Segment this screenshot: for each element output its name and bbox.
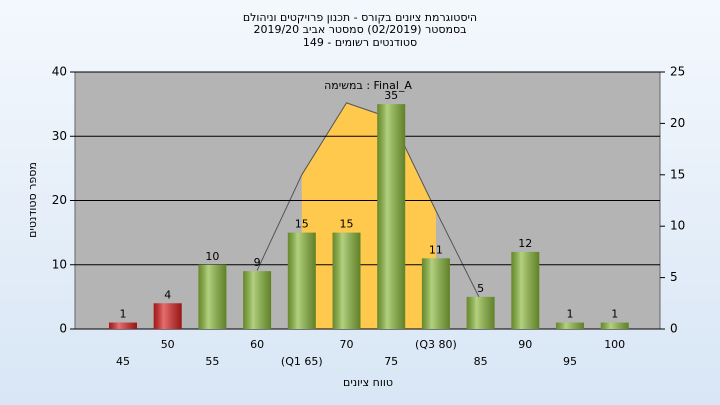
y2-tick-label: 25: [670, 65, 685, 79]
y-axis-label: מספר סטודנטים: [26, 162, 39, 238]
bar-shade: [600, 322, 629, 329]
bar-shade: [377, 104, 406, 329]
x-tick-label: 75: [384, 355, 398, 368]
bar-shade: [332, 232, 361, 329]
x-tick-label: 100: [604, 338, 625, 351]
x-tick-label: 60: [250, 338, 264, 351]
value-label: 1: [611, 308, 618, 321]
bar-shade: [109, 322, 137, 329]
x-tick-label: (Q1 65): [281, 355, 323, 368]
value-label: 5: [477, 282, 484, 295]
annotation: במשימה : Final_A: [324, 79, 412, 92]
value-label: 4: [164, 288, 171, 301]
x-tick-label: 95: [563, 355, 577, 368]
value-label: 9: [254, 256, 261, 269]
value-label: 1: [567, 308, 574, 321]
x-tick-label: 90: [518, 338, 532, 351]
value-label: 1: [120, 308, 127, 321]
value-label: 12: [518, 237, 532, 250]
value-label: 10: [205, 250, 219, 263]
y2-tick-label: 15: [670, 167, 685, 181]
chart-subtitle: בסמסטר (02/2019) סמסטר אביב 2019/20: [253, 23, 466, 36]
value-label: 35: [384, 89, 398, 102]
y2-tick-label: 5: [670, 270, 678, 284]
y-tick-label: 20: [52, 193, 67, 207]
y2-tick-label: 20: [670, 116, 685, 130]
bar-shade: [243, 271, 272, 329]
bar-shade: [466, 296, 495, 329]
x-tick-label: 45: [116, 355, 130, 368]
curve-line: [256, 102, 482, 301]
y-tick-label: 10: [52, 257, 67, 271]
chart-subtitle: סטודנטים רשומים - 149: [303, 36, 417, 49]
y-tick-label: 30: [52, 129, 67, 143]
y2-tick-label: 0: [670, 322, 678, 336]
bar-shade: [153, 303, 182, 329]
y2-tick-label: 10: [670, 219, 685, 233]
x-tick-label: 55: [205, 355, 219, 368]
chart-title: היסטוגרמת ציונים בקורס - תכנון פרויקטים …: [243, 11, 477, 24]
bar-shade: [556, 322, 584, 329]
x-axis-label: טווח ציונים: [343, 376, 393, 389]
bar-shade: [511, 251, 540, 329]
x-tick-label: 85: [474, 355, 488, 368]
bar-shade: [287, 232, 316, 329]
y-tick-label: 0: [59, 322, 67, 336]
value-label: 11: [429, 243, 443, 256]
x-tick-label: (Q3 80): [415, 338, 457, 351]
value-label: 15: [340, 218, 354, 231]
value-label: 15: [295, 218, 309, 231]
y-tick-label: 40: [52, 65, 67, 79]
bar-shade: [421, 258, 450, 329]
bar-shade: [198, 264, 227, 329]
x-tick-label: 70: [340, 338, 354, 351]
x-tick-label: 50: [161, 338, 175, 351]
